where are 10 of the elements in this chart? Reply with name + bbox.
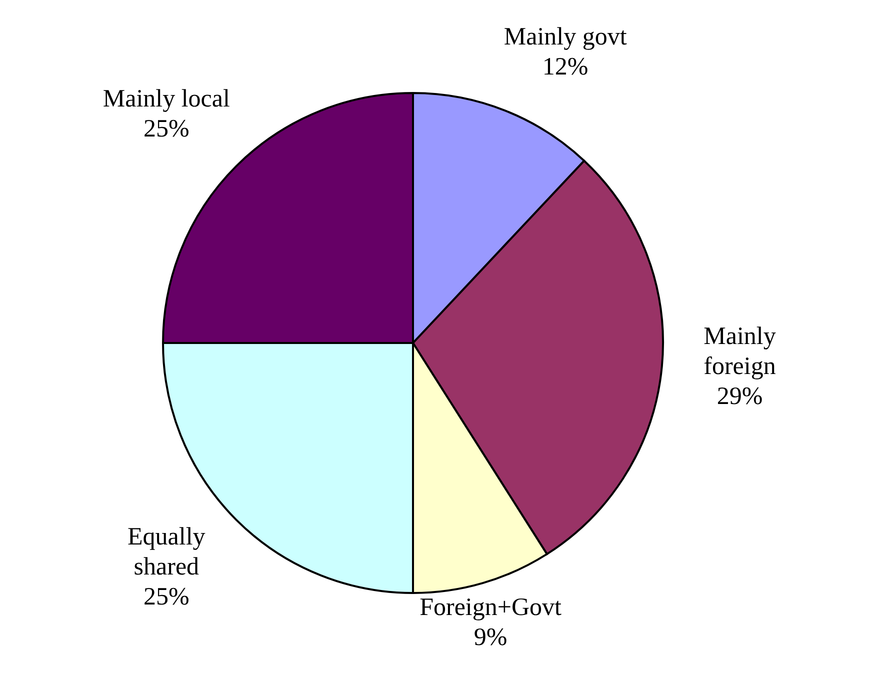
- slice-label: Mainly govt: [504, 24, 627, 51]
- slice-label: Mainly foreign: [704, 323, 776, 380]
- slice-label: Mainly local: [102, 85, 230, 112]
- data-label: 12%: [542, 54, 588, 81]
- slice-label: Equally shared: [128, 524, 206, 581]
- data-label: 29%: [716, 383, 763, 410]
- data-label: 9%: [474, 624, 508, 651]
- data-label: 25%: [144, 584, 190, 611]
- data-label: 25%: [144, 115, 190, 142]
- slice-label: Foreign+Govt: [420, 594, 562, 621]
